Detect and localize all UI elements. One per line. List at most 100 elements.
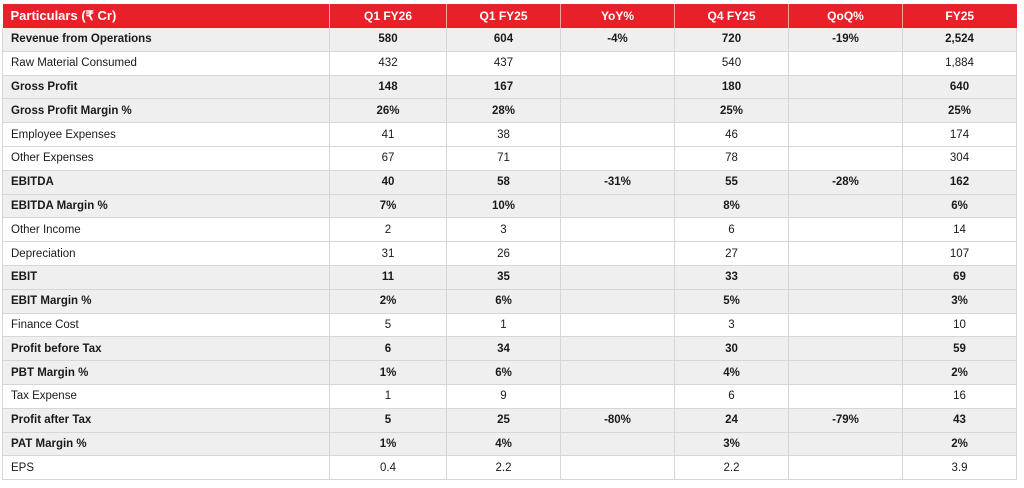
cell-yoy	[560, 313, 675, 338]
cell-particular: Gross Profit	[2, 75, 330, 100]
cell-fy25: 43	[902, 408, 1017, 433]
cell-qoq	[788, 146, 903, 171]
cell-yoy: -31%	[560, 170, 675, 195]
cell-q1-fy25: 35	[446, 265, 561, 290]
cell-yoy	[560, 289, 675, 314]
table-row: Profit before Tax 6 34 30 59	[2, 336, 1017, 362]
cell-q1-fy26: 1%	[329, 360, 447, 385]
table-row: EBITDA Margin % 7% 10% 8% 6%	[2, 194, 1017, 219]
financial-results-table: Particulars (₹ Cr) Q1 FY26 Q1 FY25 YoY% …	[2, 4, 1017, 481]
cell-q1-fy26: 1%	[329, 432, 447, 457]
cell-yoy	[560, 455, 675, 481]
cell-particular: Depreciation	[2, 241, 330, 266]
cell-qoq	[788, 241, 903, 266]
cell-yoy	[560, 122, 675, 147]
cell-fy25: 3%	[902, 289, 1017, 314]
cell-particular: Tax Expense	[2, 384, 330, 409]
table-row: EPS 0.4 2.2 2.2 3.9	[2, 455, 1017, 481]
cell-qoq	[788, 265, 903, 290]
cell-particular: Gross Profit Margin %	[2, 98, 330, 124]
table-row: EBITDA 40 58 -31% 55 -28% 162	[2, 170, 1017, 195]
cell-fy25: 6%	[902, 194, 1017, 219]
cell-particular: PBT Margin %	[2, 360, 330, 385]
table-row: Profit after Tax 5 25 -80% 24 -79% 43	[2, 408, 1017, 433]
cell-q1-fy25: 6%	[446, 360, 561, 385]
table-row: Gross Profit 148 167 180 640	[2, 75, 1017, 100]
cell-fy25: 107	[902, 241, 1017, 266]
cell-particular: Employee Expenses	[2, 122, 330, 147]
table-row: Revenue from Operations 580 604 -4% 720 -19% 2…	[2, 28, 1017, 52]
cell-q1-fy25: 58	[446, 170, 561, 195]
cell-q4-fy25: 27	[674, 241, 789, 266]
cell-q4-fy25: 46	[674, 122, 789, 147]
cell-q1-fy25: 71	[446, 146, 561, 171]
table-row: Tax Expense 1 9 6 16	[2, 384, 1017, 409]
cell-q1-fy26: 11	[329, 265, 447, 290]
cell-yoy	[560, 265, 675, 290]
cell-q1-fy25: 4%	[446, 432, 561, 457]
cell-qoq	[788, 51, 903, 76]
cell-yoy	[560, 146, 675, 171]
cell-qoq	[788, 122, 903, 147]
cell-q4-fy25: 720	[674, 28, 789, 52]
cell-particular: Profit after Tax	[2, 408, 330, 433]
cell-qoq: -79%	[788, 408, 903, 433]
cell-q4-fy25: 6	[674, 384, 789, 409]
cell-fy25: 1,884	[902, 51, 1017, 76]
cell-q1-fy26: 26%	[329, 98, 447, 124]
cell-particular: EBITDA Margin %	[2, 194, 330, 219]
table-body: Revenue from Operations 580 604 -4% 720 -19% 2…	[2, 28, 1017, 481]
cell-qoq	[788, 384, 903, 409]
cell-q4-fy25: 3	[674, 313, 789, 338]
cell-q4-fy25: 8%	[674, 194, 789, 219]
cell-q1-fy25: 604	[446, 28, 561, 52]
cell-fy25: 16	[902, 384, 1017, 409]
table-row: Depreciation 31 26 27 107	[2, 241, 1017, 266]
cell-particular: EBIT Margin %	[2, 289, 330, 314]
cell-q4-fy25: 24	[674, 408, 789, 433]
table-row: Other Expenses 67 71 78 304	[2, 146, 1017, 171]
cell-particular: EBITDA	[2, 170, 330, 195]
cell-yoy: -4%	[560, 28, 675, 52]
cell-qoq: -28%	[788, 170, 903, 195]
header-q1-fy26: Q1 FY26	[329, 4, 447, 28]
header-yoy: YoY%	[560, 4, 675, 28]
cell-q1-fy26: 580	[329, 28, 447, 52]
cell-yoy	[560, 432, 675, 457]
cell-qoq	[788, 432, 903, 457]
table-row: Gross Profit Margin % 26% 28% 25% 25%	[2, 98, 1017, 124]
cell-q1-fy25: 26	[446, 241, 561, 266]
cell-q1-fy25: 38	[446, 122, 561, 147]
cell-q1-fy26: 1	[329, 384, 447, 409]
cell-fy25: 10	[902, 313, 1017, 338]
cell-fy25: 69	[902, 265, 1017, 290]
cell-q1-fy26: 6	[329, 336, 447, 362]
cell-yoy	[560, 384, 675, 409]
cell-fy25: 2%	[902, 360, 1017, 385]
cell-q1-fy25: 25	[446, 408, 561, 433]
cell-q1-fy26: 7%	[329, 194, 447, 219]
cell-q4-fy25: 25%	[674, 98, 789, 124]
cell-fy25: 3.9	[902, 455, 1017, 481]
cell-q1-fy25: 10%	[446, 194, 561, 219]
cell-q1-fy26: 0.4	[329, 455, 447, 481]
cell-q1-fy26: 2%	[329, 289, 447, 314]
table-row: PAT Margin % 1% 4% 3% 2%	[2, 432, 1017, 457]
cell-particular: Finance Cost	[2, 313, 330, 338]
cell-q1-fy26: 432	[329, 51, 447, 76]
cell-qoq	[788, 289, 903, 314]
table-row: EBIT Margin % 2% 6% 5% 3%	[2, 289, 1017, 314]
cell-yoy	[560, 217, 675, 243]
cell-q4-fy25: 3%	[674, 432, 789, 457]
cell-fy25: 25%	[902, 98, 1017, 124]
table-row: Raw Material Consumed 432 437 540 1,884	[2, 51, 1017, 76]
cell-q1-fy25: 2.2	[446, 455, 561, 481]
cell-qoq	[788, 217, 903, 243]
cell-yoy	[560, 336, 675, 362]
cell-fy25: 59	[902, 336, 1017, 362]
cell-q1-fy26: 5	[329, 313, 447, 338]
cell-qoq	[788, 336, 903, 362]
table-row: Employee Expenses 41 38 46 174	[2, 122, 1017, 147]
cell-q1-fy26: 40	[329, 170, 447, 195]
cell-q4-fy25: 5%	[674, 289, 789, 314]
